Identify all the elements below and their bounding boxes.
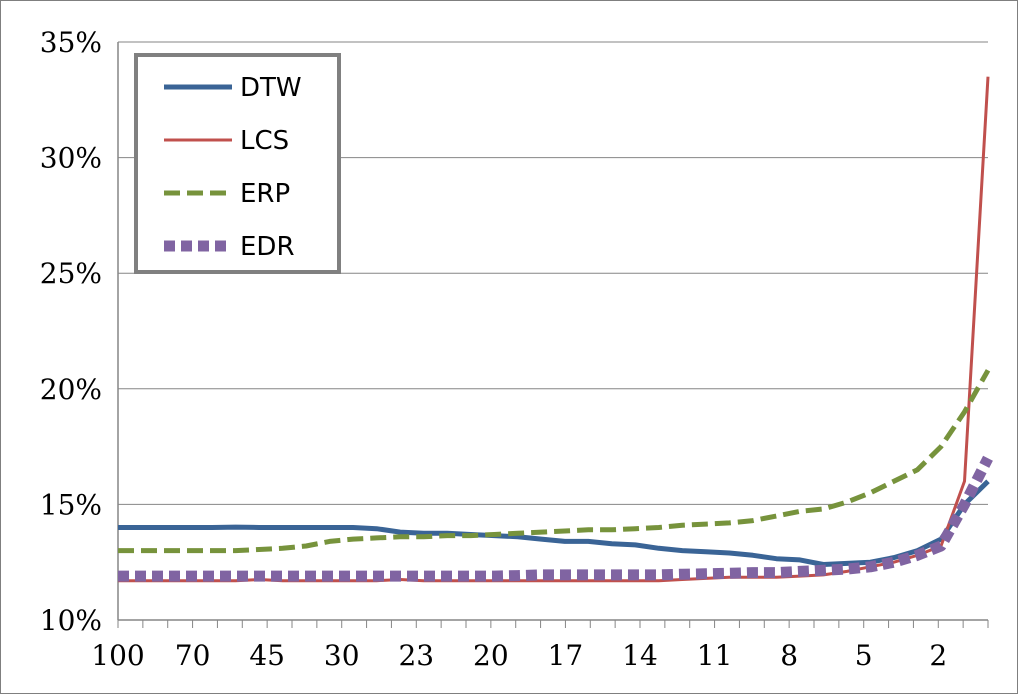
y-tick-label: 30%: [40, 142, 102, 175]
series-line-edr: [118, 455, 993, 582]
x-tick-label: 30: [324, 639, 360, 672]
x-tick-label: 100: [91, 639, 144, 672]
y-tick-labels: 10% 15% 20% 25% 30% 35%: [40, 26, 102, 637]
series-line-dtw: [118, 479, 990, 567]
y-tick-label: 10%: [40, 604, 102, 637]
legend: DTW LCS ERP EDR: [134, 53, 341, 274]
x-tick-label: 11: [697, 639, 733, 672]
legend-label-dtw: DTW: [240, 73, 302, 103]
y-tick-label: 25%: [40, 257, 102, 290]
series-line-erp: [118, 369, 991, 554]
x-tick-label: 70: [175, 639, 211, 672]
x-tick-label: 17: [548, 639, 584, 672]
x-tick-labels: 100 70 45 30 23 20 17 14 11 8 5 2: [91, 639, 947, 672]
series-lines: [118, 76, 993, 583]
y-tick-label: 20%: [40, 373, 102, 406]
legend-label-erp: ERP: [240, 179, 290, 209]
x-tick-label: 5: [855, 639, 873, 672]
x-tick-label: 2: [929, 639, 947, 672]
x-tick-label: 14: [622, 639, 658, 672]
axes: [117, 42, 989, 628]
x-tick-label: 23: [398, 639, 434, 672]
x-tick-label: 45: [249, 639, 285, 672]
legend-label-lcs: LCS: [240, 126, 289, 156]
x-tick-label: 8: [780, 639, 798, 672]
legend-box: [134, 53, 341, 274]
legend-label-edr: EDR: [240, 232, 295, 262]
y-tick-label: 35%: [40, 26, 102, 59]
x-tick-label: 20: [473, 639, 509, 672]
y-tick-label: 15%: [40, 488, 102, 521]
